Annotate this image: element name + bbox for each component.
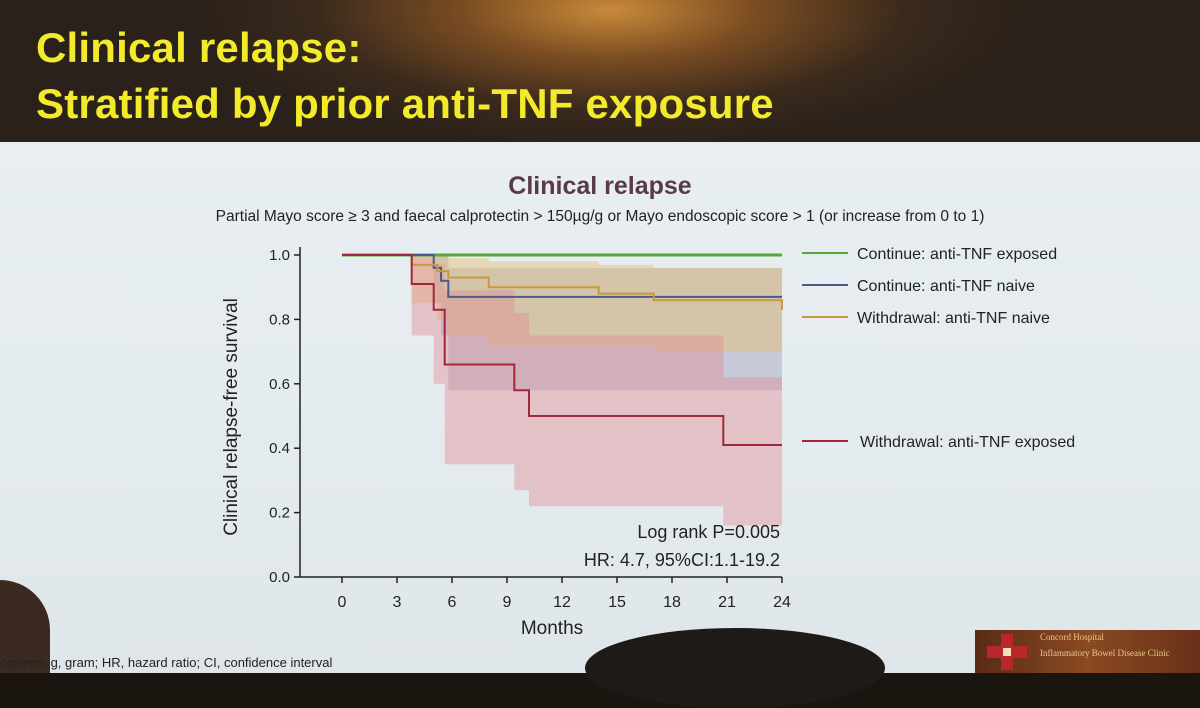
logo-text-line-1: Concord Hospital (1040, 632, 1104, 642)
slide-title-line-1: Clinical relapse: (36, 24, 362, 71)
km-plot: 0.0 0.2 0.4 0.6 0.8 1.0 0 3 6 9 12 15 18 21 24 Continu… (269, 246, 1075, 611)
x-tick-label-1: 3 (393, 594, 402, 611)
x-tick-label-0: 0 (338, 594, 347, 611)
ci-band-2 (342, 255, 782, 368)
survival-curve-2 (342, 254, 783, 310)
y-tick-label-1: 0.2 (269, 505, 290, 522)
slide-footnote: ograms; g, gram; HR, hazard ratio; CI, c… (0, 655, 333, 670)
ci-band-1 (342, 255, 782, 391)
y-tick-label-5: 1.0 (269, 247, 290, 264)
x-tick-label-3: 9 (503, 594, 512, 611)
ci-bands (342, 255, 782, 526)
chart-annotations: Log rank P=0.005 HR: 4.7, 95%CI:1.1-19.2 (584, 522, 780, 570)
legend-label-1: Continue: anti-TNF naive (857, 278, 1035, 295)
survival-curve-1 (342, 254, 782, 298)
cross-logo-icon (987, 634, 1027, 670)
x-tick-label-5: 15 (608, 594, 626, 611)
slide-title-line-2: Stratified by prior anti-TNF exposure (36, 80, 774, 127)
plot-axes: 0.0 0.2 0.4 0.6 0.8 1.0 0 3 6 9 12 15 18 21 24 (269, 247, 791, 611)
x-tick-label-4: 12 (553, 594, 571, 611)
legend-label-2: Withdrawal: anti-TNF naive (857, 310, 1050, 327)
x-tick-label-8: 24 (773, 594, 791, 611)
slide-header: Clinical relapse: Stratified by prior an… (0, 0, 1200, 142)
chart-subtitle: Partial Mayo score ≥ 3 and faecal calpro… (215, 208, 985, 225)
survival-curve-3 (342, 254, 782, 446)
x-axis-label: Months (520, 618, 584, 639)
legend-label-3: Withdrawal: anti-TNF exposed (860, 434, 1075, 451)
annotation-0: Log rank P=0.005 (637, 522, 780, 542)
x-tick-label-2: 6 (448, 594, 457, 611)
audience-head-center (585, 628, 885, 708)
projection-screen: Clinical relapse Partial Mayo score ≥ 3 … (0, 142, 1200, 673)
y-tick-label-0: 0.0 (269, 569, 290, 586)
chart-title: Clinical relapse (508, 172, 692, 200)
y-tick-label-2: 0.4 (269, 440, 290, 457)
x-tick-label-7: 21 (718, 594, 736, 611)
logo-text-line-2: Inflammatory Bowel Disease Clinic (1040, 648, 1170, 658)
annotation-1: HR: 4.7, 95%CI:1.1-19.2 (584, 550, 780, 570)
chart-legend: Continue: anti-TNF exposed Continue: anti… (802, 246, 1075, 451)
survival-curves (342, 253, 783, 446)
y-tick-label-4: 0.8 (269, 311, 290, 328)
ci-band-3 (342, 255, 782, 526)
y-tick-label-3: 0.6 (269, 376, 290, 393)
y-axis-label: Clinical relapse-free survival (221, 298, 242, 536)
legend-label-0: Continue: anti-TNF exposed (857, 246, 1057, 263)
x-tick-label-6: 18 (663, 594, 681, 611)
